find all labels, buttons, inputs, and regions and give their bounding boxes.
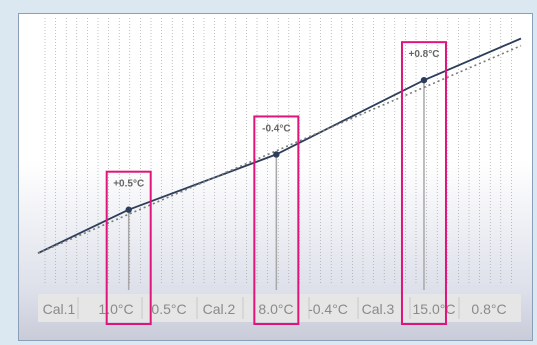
table-cell-cal-set: 15.0°C [413,301,456,317]
table-cell-cal-deviation: 0.5°C [151,301,186,317]
table-cell-cal-label: Cal.3 [362,301,395,317]
table-cell-cal-label: Cal.2 [203,301,236,317]
deviation-marker-label: +0.5°C [113,179,144,190]
gridlines [44,18,512,284]
measured-line [37,37,522,255]
highlight-box [105,170,152,325]
calibration-chart: Cal.1 1.0°C 0.5°C Cal.2 8.0°C -0.4°C Cal.3 15.0… [37,18,522,326]
table-cell-cal-set: 1.0°C [98,301,133,317]
table-cell-cal-deviation: -0.4°C [308,301,348,317]
data-point [273,151,280,158]
deviation-marker-label: -0.4°C [262,123,290,134]
data-point [420,76,428,84]
series-lines [37,37,522,255]
data-points [125,76,428,213]
highlight-boxes: +0.5°C -0.4°C +0.8°C [105,41,447,326]
highlight-box [400,41,447,326]
highlight-box [253,115,300,326]
table-row-bg [38,294,521,322]
table-cell-cal-set: 8.0°C [258,301,293,317]
table-cell-cal-label: Cal.1 [43,301,76,317]
calibration-table: Cal.1 1.0°C 0.5°C Cal.2 8.0°C -0.4°C Cal.3 15.0… [38,294,521,322]
reference-line [37,44,522,254]
deviation-marker-label: +0.8°C [408,49,439,60]
table-cell-cal-deviation: 0.8°C [471,301,506,317]
data-point [125,206,132,213]
deviation-stems [127,80,425,290]
chart-panel: Cal.1 1.0°C 0.5°C Cal.2 8.0°C -0.4°C Cal.3 15.0… [18,13,533,341]
